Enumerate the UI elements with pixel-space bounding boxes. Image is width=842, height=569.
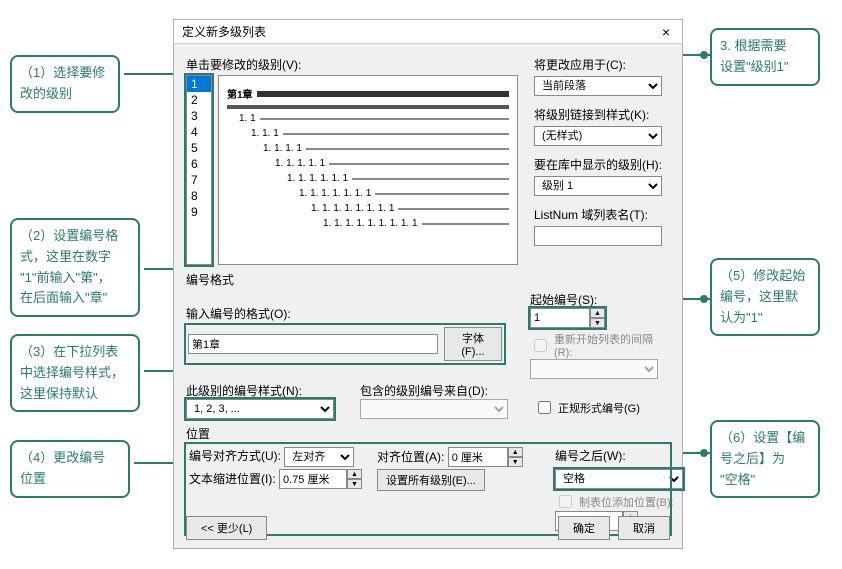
number-format-input[interactable]: [188, 334, 438, 354]
apply-to-label: 将更改应用于(C):: [534, 56, 670, 73]
cancel-button[interactable]: 取消: [618, 516, 670, 540]
enter-format-label: 输入编号的格式(O):: [186, 305, 504, 322]
link-style-select[interactable]: (无样式): [534, 126, 662, 146]
level-item-4[interactable]: 4: [187, 124, 211, 140]
tab-stop-row: 制表位添加位置(B):: [555, 492, 695, 511]
preview-level-6: 1. 1. 1. 1. 1. 1: [287, 173, 348, 184]
follow-select[interactable]: 空格: [555, 469, 683, 489]
preview-level-5: 1. 1. 1. 1. 1: [275, 158, 325, 169]
callout-7: （6）设置【编号之后】为"空格": [710, 420, 820, 498]
restart-checkbox: [534, 339, 547, 352]
titlebar: 定义新多级列表 ×: [174, 20, 682, 44]
callout-4: （4）更改编号位置: [10, 440, 130, 498]
start-up-icon[interactable]: ▲: [590, 308, 605, 318]
connector-dot-5: [700, 51, 708, 59]
close-icon[interactable]: ×: [658, 24, 674, 40]
callout-2: （2）设置编号格式，这里在数字"1"前输入"第"，在后面输入"章": [10, 218, 140, 317]
gallery-level-select[interactable]: 级别 1: [534, 176, 662, 196]
start-down-icon[interactable]: ▼: [590, 318, 605, 328]
connector-dot-6: [700, 295, 708, 303]
callout-5: 3. 根据需要设置"级别1": [710, 28, 820, 86]
indent-input[interactable]: [279, 469, 347, 489]
preview-level-8: 1. 1. 1. 1. 1. 1. 1. 1: [311, 203, 394, 214]
number-format-section: 编号格式: [186, 271, 670, 288]
tab-stop-checkbox: [559, 495, 572, 508]
listnum-label: ListNum 域列表名(T):: [534, 206, 670, 223]
include-from-select: [360, 399, 508, 419]
dialog-content: 单击要修改的级别(V): 1 2 3 4 5 6 7 8 9 第1章 1. 1 …: [174, 44, 682, 542]
preview-level-2: 1. 1: [239, 113, 256, 124]
preview-level-4: 1. 1. 1. 1: [263, 143, 302, 154]
callout-3: （3）在下拉列表中选择编号样式，这里保持默认: [10, 334, 140, 412]
follow-label: 编号之后(W):: [555, 447, 695, 464]
legal-checkbox[interactable]: [538, 401, 551, 414]
indent-down-icon[interactable]: ▼: [347, 479, 362, 489]
level-item-1[interactable]: 1: [187, 76, 211, 92]
define-multilevel-list-dialog: 定义新多级列表 × 单击要修改的级别(V): 1 2 3 4 5 6 7 8 9…: [173, 19, 683, 549]
set-all-levels-button[interactable]: 设置所有级别(E)...: [377, 469, 485, 491]
align-select[interactable]: 左对齐: [284, 447, 354, 467]
restart-label: 重新开始列表的间隔(R):: [554, 331, 670, 359]
ok-button[interactable]: 确定: [558, 516, 610, 540]
align-label: 编号对齐方式(U):: [189, 449, 281, 463]
preview-level-1: 第1章: [227, 86, 253, 101]
level-item-5[interactable]: 5: [187, 140, 211, 156]
align-at-input[interactable]: [448, 447, 508, 467]
level-item-8[interactable]: 8: [187, 188, 211, 204]
tab-stop-label: 制表位添加位置(B):: [579, 494, 674, 510]
listnum-input[interactable]: [534, 226, 662, 246]
indent-label: 文本缩进位置(I):: [189, 472, 276, 486]
align-up-icon[interactable]: ▲: [508, 447, 523, 457]
number-style-label: 此级别的编号样式(N):: [186, 382, 334, 399]
restart-row: 重新开始列表的间隔(R):: [530, 331, 670, 359]
restart-select: [530, 359, 658, 379]
dialog-title: 定义新多级列表: [182, 23, 266, 40]
preview-level-3: 1. 1. 1: [251, 128, 279, 139]
dialog-footer: << 更少(L) 确定 取消: [186, 516, 670, 540]
start-at-label: 起始编号(S):: [530, 291, 670, 308]
callout-6: （5）修改起始编号，这里默认为"1": [710, 258, 820, 336]
legal-label: 正规形式编号(G): [558, 400, 640, 416]
start-at-input[interactable]: [530, 308, 590, 328]
level-list[interactable]: 1 2 3 4 5 6 7 8 9: [186, 75, 212, 265]
font-button[interactable]: 字体(F)...: [444, 327, 502, 361]
level-item-9[interactable]: 9: [187, 204, 211, 220]
apply-to-select[interactable]: 当前段落: [534, 76, 662, 96]
right-column: 将更改应用于(C): 当前段落 将级别链接到样式(K): (无样式) 要在库中显…: [534, 56, 670, 256]
align-at-label: 对齐位置(A):: [377, 450, 444, 464]
link-style-label: 将级别链接到样式(K):: [534, 106, 670, 123]
level-item-6[interactable]: 6: [187, 156, 211, 172]
preview-level-7: 1. 1. 1. 1. 1. 1. 1: [299, 188, 371, 199]
gallery-level-label: 要在库中显示的级别(H):: [534, 156, 670, 173]
preview-panel: 第1章 1. 1 1. 1. 1 1. 1. 1. 1 1. 1. 1. 1. …: [218, 75, 518, 265]
level-item-2[interactable]: 2: [187, 92, 211, 108]
level-item-7[interactable]: 7: [187, 172, 211, 188]
level-item-3[interactable]: 3: [187, 108, 211, 124]
indent-up-icon[interactable]: ▲: [347, 469, 362, 479]
number-style-select[interactable]: 1, 2, 3, ...: [186, 399, 334, 419]
align-down-icon[interactable]: ▼: [508, 457, 523, 467]
callout-1: （1）选择要修改的级别: [10, 55, 120, 113]
connector-dot-7: [700, 449, 708, 457]
connector-1: [124, 73, 180, 75]
less-button[interactable]: << 更少(L): [186, 516, 267, 540]
preview-level-9: 1. 1. 1. 1. 1. 1. 1. 1. 1: [323, 218, 418, 229]
position-section: 位置: [186, 425, 670, 442]
include-from-label: 包含的级别编号来自(D):: [360, 382, 508, 399]
